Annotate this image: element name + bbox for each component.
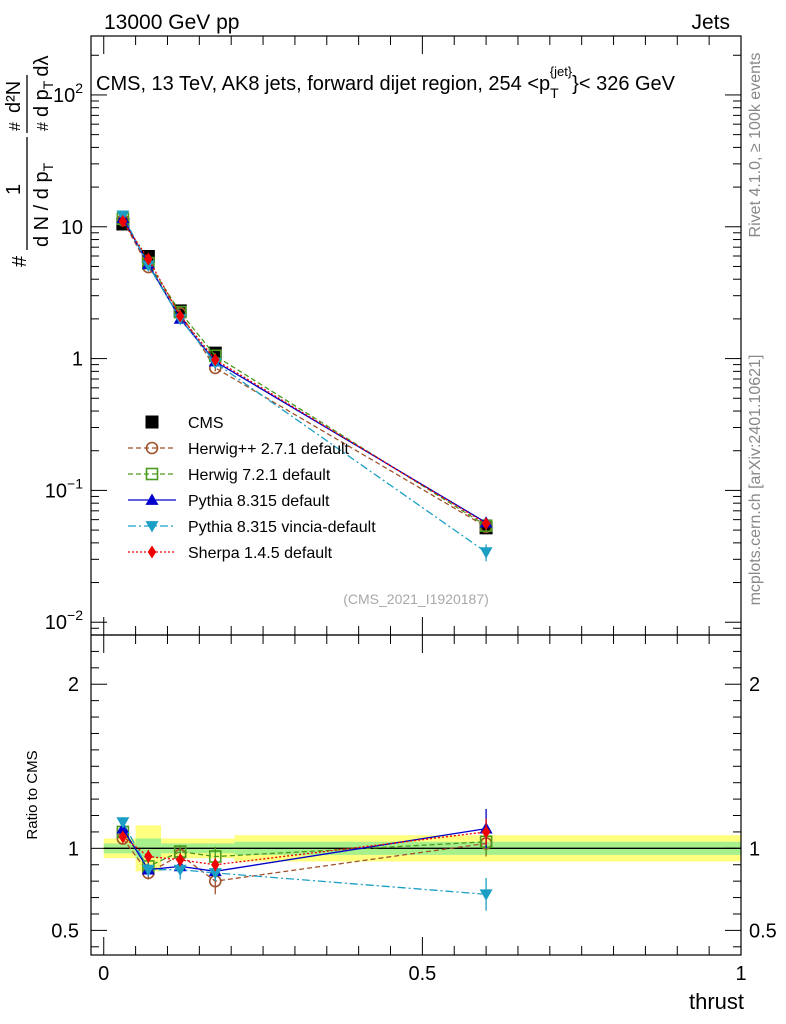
legend-entry: Herwig++ 2.7.1 default xyxy=(128,441,350,458)
energy-label: 13000 GeV pp xyxy=(104,11,239,34)
legend: CMS Herwig++ 2.7.1 default Herwig 7.2.1 de… xyxy=(128,415,376,562)
svg-text:#: # xyxy=(9,255,31,267)
ratio-data-point xyxy=(144,850,153,864)
ratio-y-axis-title: Ratio to CMS xyxy=(24,750,41,839)
legend-label: Pythia 8.315 vincia-default xyxy=(188,519,376,536)
legend-entry: CMS xyxy=(145,415,224,432)
legend-marker xyxy=(145,521,159,533)
main-y-tick-label: 1 xyxy=(72,349,83,371)
main-y-tick-label: 102 xyxy=(53,80,83,107)
ratio-y-tick-label: 0.5 xyxy=(749,920,777,942)
ratio-data-point xyxy=(208,868,222,880)
data-point xyxy=(118,214,128,228)
category-label: Jets xyxy=(691,11,730,34)
mcplots-label: mcplots.cern.ch [arXiv:2401.10621] xyxy=(747,355,764,606)
main-y-axis-title: # 1 d N / d pT # d²N # d pTdλ xyxy=(3,56,56,268)
x-axis-title: thrust xyxy=(689,989,744,1014)
ratio-data-point xyxy=(479,889,493,901)
legend-marker xyxy=(145,493,159,505)
main-y-tick-label: 10 xyxy=(61,217,83,239)
data-point xyxy=(175,309,185,323)
svg-text:d²N: d²N xyxy=(3,81,25,113)
main-y-tick-label: 10−1 xyxy=(45,475,83,502)
series-line xyxy=(122,220,487,525)
ratio-data-point xyxy=(118,830,128,844)
legend-marker xyxy=(147,545,157,559)
watermark-label: (CMS_2021_I1920187) xyxy=(343,591,489,607)
legend-label: Pythia 8.315 default xyxy=(188,493,330,510)
legend-label: Herwig++ 2.7.1 default xyxy=(188,441,350,458)
legend-marker xyxy=(145,441,159,455)
svg-text:d pTdλ: d pTdλ xyxy=(31,56,56,118)
ratio-y-tick-label: 2 xyxy=(749,674,760,696)
x-tick-label: 1 xyxy=(735,963,746,985)
ratio-data-point xyxy=(173,864,187,877)
ratio-data-point xyxy=(141,864,155,877)
ratio-series-4 xyxy=(118,818,491,872)
main-panel: 10−2 10−1 1 10 102 xyxy=(45,35,742,636)
ratio-frame xyxy=(90,634,742,956)
svg-text:#: # xyxy=(7,122,24,131)
ratio-data-point xyxy=(211,858,220,872)
svg-text:#: # xyxy=(35,122,52,131)
ratio-y-tick-label: 2 xyxy=(68,674,79,696)
legend-entry: Pythia 8.315 default xyxy=(128,493,330,510)
data-point xyxy=(141,260,155,272)
svg-text:1: 1 xyxy=(3,184,25,195)
x-tick-label: 0 xyxy=(98,963,109,985)
legend-label: CMS xyxy=(188,415,224,432)
legend-marker xyxy=(145,467,159,481)
rivet-label: Rivet 4.1.0, ≥ 100k events xyxy=(747,53,764,238)
ratio-y-tick-label: 0.5 xyxy=(51,920,79,942)
legend-entry: Pythia 8.315 vincia-default xyxy=(128,519,376,536)
ratio-data-point xyxy=(481,825,491,839)
series-line xyxy=(122,219,487,528)
ratio-panel: 0 0.5 10.5 0.51 12 2 xyxy=(51,634,777,985)
data-point xyxy=(479,547,493,559)
data-point xyxy=(481,517,491,531)
ratio-series-line xyxy=(122,838,487,882)
ratio-y-tick-label: 1 xyxy=(749,838,760,860)
legend-marker xyxy=(145,415,159,429)
legend-label: Herwig 7.2.1 default xyxy=(188,467,331,484)
ratio-data-point xyxy=(175,853,185,867)
main-y-tick-label: 10−2 xyxy=(45,607,83,634)
ratio-y-tick-label: 1 xyxy=(68,838,79,860)
series-5 xyxy=(118,214,491,531)
ratio-data-point xyxy=(116,817,130,829)
legend-entry: Sherpa 1.4.5 default xyxy=(128,545,333,562)
x-tick-label: 0.5 xyxy=(408,963,436,985)
legend-label: Sherpa 1.4.5 default xyxy=(188,545,333,562)
main-title: CMS, 13 TeV, AK8 jets, forward dijet reg… xyxy=(96,64,676,101)
svg-text:d N / d pT: d N / d pT xyxy=(31,162,56,247)
data-point xyxy=(211,353,220,367)
legend-entry: Herwig 7.2.1 default xyxy=(128,467,331,484)
data-point xyxy=(144,252,153,266)
